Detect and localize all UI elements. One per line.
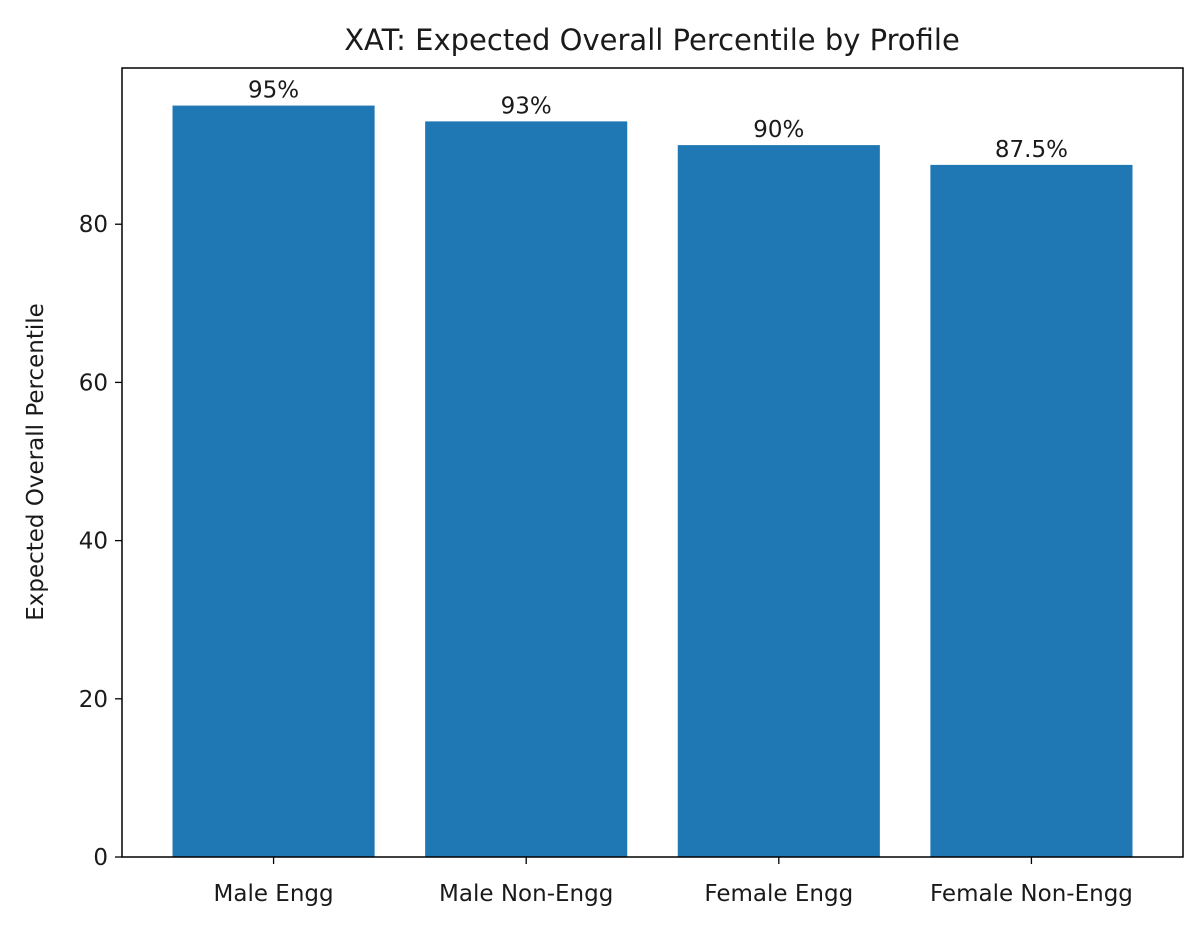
bar-male-non-engg — [425, 121, 628, 857]
y-tick-label: 60 — [79, 370, 108, 396]
bar-female-engg — [677, 145, 880, 857]
bar-male-engg — [172, 105, 375, 858]
y-tick-label: 80 — [79, 212, 108, 238]
data-label: 95% — [248, 78, 299, 104]
y-tick-label: 0 — [93, 845, 108, 871]
y-axis-label: Expected Overall Percentile — [23, 303, 49, 621]
chart-title: XAT: Expected Overall Percentile by Prof… — [344, 23, 960, 57]
y-tick-label: 40 — [79, 529, 108, 555]
x-tick-label: Female Non-Engg — [930, 881, 1133, 907]
data-label: 90% — [753, 117, 804, 143]
bar-female-non-engg — [930, 164, 1133, 858]
x-tick-label: Female Engg — [704, 881, 853, 907]
x-tick-label: Male Engg — [214, 881, 334, 907]
plot-frame — [121, 67, 1184, 858]
data-label: 87.5% — [995, 137, 1068, 163]
x-tick-label: Male Non-Engg — [439, 881, 613, 907]
y-tick-label: 20 — [79, 687, 108, 713]
data-label: 93% — [501, 93, 552, 119]
